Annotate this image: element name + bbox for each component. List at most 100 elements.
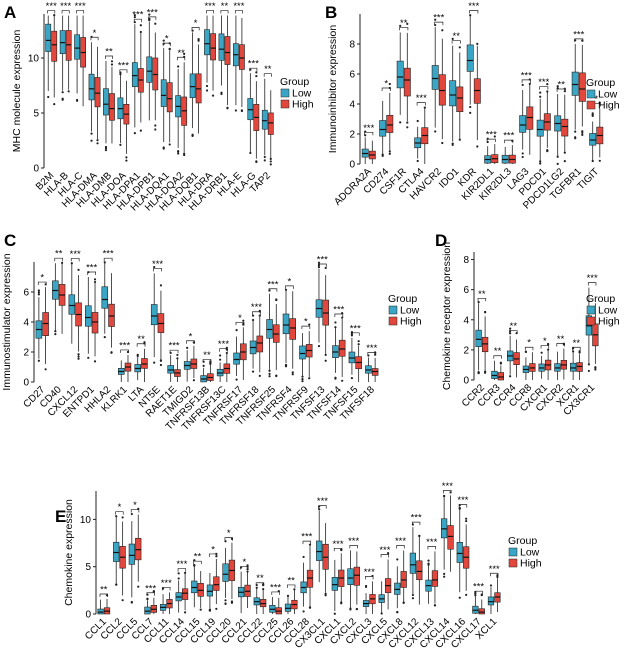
significance-label: *** bbox=[364, 567, 375, 578]
significance-bracket bbox=[146, 592, 155, 596]
box bbox=[233, 352, 240, 365]
box-low-CX3CL1 bbox=[316, 505, 323, 583]
box bbox=[347, 568, 354, 585]
legend-title: Group bbox=[586, 77, 615, 89]
outlier-point bbox=[251, 318, 255, 322]
box-high-TNFRSF4 bbox=[289, 291, 297, 376]
outlier-point bbox=[521, 152, 524, 155]
significance-bracket bbox=[193, 560, 202, 565]
box-low-CXCL12 bbox=[409, 523, 417, 600]
significance-bracket bbox=[287, 584, 296, 588]
box-low-HLA-DQB1 bbox=[189, 29, 196, 138]
outlier-point bbox=[226, 106, 229, 109]
outlier-point bbox=[484, 311, 487, 314]
outlier-point bbox=[591, 159, 594, 163]
outlier-point bbox=[469, 111, 472, 114]
outlier-point bbox=[53, 103, 56, 106]
outlier-point bbox=[340, 601, 343, 604]
box bbox=[181, 588, 189, 600]
box-high-HLA-DQA2 bbox=[181, 52, 188, 157]
significance-label: ** bbox=[400, 18, 408, 29]
outlier-point bbox=[493, 135, 496, 138]
significance-label: *** bbox=[486, 130, 497, 141]
significance-bracket bbox=[477, 297, 487, 302]
box bbox=[481, 336, 489, 353]
y-tick-label: 2 bbox=[463, 345, 469, 356]
y-tick-label: 0 bbox=[23, 378, 29, 389]
outlier-point bbox=[458, 596, 461, 599]
box bbox=[571, 71, 579, 96]
outlier-point bbox=[521, 83, 524, 87]
box-low-CCL1 bbox=[97, 599, 104, 615]
outlier-point bbox=[258, 374, 261, 377]
outlier-point bbox=[355, 607, 358, 611]
outlier-point bbox=[137, 585, 140, 588]
outlier-point bbox=[154, 124, 157, 127]
outlier-point bbox=[427, 559, 430, 562]
significance-bracket bbox=[115, 511, 124, 515]
outlier-point bbox=[183, 611, 187, 614]
significance-label: *** bbox=[118, 60, 129, 71]
panel-letter: A bbox=[4, 3, 16, 22]
box-low-KIR2DL3 bbox=[501, 146, 509, 164]
outlier-point bbox=[162, 147, 165, 150]
significance-label: *** bbox=[348, 536, 359, 547]
box bbox=[316, 540, 323, 561]
y-tick-label: 0 bbox=[463, 376, 469, 387]
outlier-point bbox=[54, 330, 57, 333]
outlier-point bbox=[219, 358, 222, 361]
box-low-CSF1R bbox=[396, 24, 404, 124]
significance-bracket bbox=[202, 359, 212, 363]
outlier-point bbox=[546, 90, 549, 93]
significance-bracket bbox=[255, 582, 265, 586]
outlier-point bbox=[139, 30, 142, 34]
outlier-point bbox=[357, 343, 360, 346]
outlier-point bbox=[556, 85, 559, 88]
significance-label: * bbox=[527, 338, 531, 349]
outlier-point bbox=[324, 353, 327, 357]
outlier-point bbox=[96, 139, 99, 142]
significance-label: *** bbox=[119, 340, 130, 351]
significance-label: * bbox=[211, 544, 215, 555]
y-tick-label: 10 bbox=[28, 54, 40, 65]
box-low-CCL2 bbox=[113, 515, 120, 586]
box-low-HLA-DQA2 bbox=[175, 65, 182, 155]
box bbox=[204, 29, 210, 56]
outlier-point bbox=[220, 92, 223, 96]
box-high-CXCL3 bbox=[369, 574, 376, 614]
significance-label: *** bbox=[270, 582, 281, 593]
outlier-point bbox=[539, 160, 542, 163]
box bbox=[224, 36, 231, 65]
outlier-point bbox=[197, 38, 200, 41]
box bbox=[108, 303, 115, 327]
outlier-point bbox=[591, 112, 594, 115]
box-low-HAVCR2 bbox=[431, 18, 439, 133]
legend-title: Group bbox=[586, 293, 615, 305]
outlier-point bbox=[148, 13, 151, 16]
box-low-CCL5 bbox=[128, 512, 135, 604]
box-low-PDCD1 bbox=[536, 91, 544, 165]
box-low-KLRK1 bbox=[117, 360, 125, 382]
box-high-KDR bbox=[473, 42, 481, 148]
box-high-HLA-DMA bbox=[94, 46, 101, 145]
box-low-CXCL3 bbox=[362, 584, 370, 614]
outlier-point bbox=[263, 155, 266, 159]
significance-label: * bbox=[133, 500, 137, 511]
significance-label: *** bbox=[147, 7, 158, 18]
outlier-point bbox=[465, 593, 468, 596]
y-tick-label: 6 bbox=[349, 70, 355, 81]
significance-label: ** bbox=[256, 573, 264, 584]
significance-bracket bbox=[252, 311, 261, 315]
outlier-point bbox=[37, 293, 40, 296]
significance-bracket bbox=[130, 509, 140, 513]
outlier-point bbox=[291, 371, 294, 374]
significance-label: ** bbox=[573, 338, 581, 349]
outlier-point bbox=[308, 606, 312, 609]
box-high-CCL21 bbox=[244, 564, 251, 608]
significance-bracket bbox=[90, 36, 99, 41]
box bbox=[409, 552, 417, 574]
outlier-point bbox=[133, 132, 136, 135]
box bbox=[497, 372, 504, 381]
significance-label: *** bbox=[317, 496, 328, 507]
